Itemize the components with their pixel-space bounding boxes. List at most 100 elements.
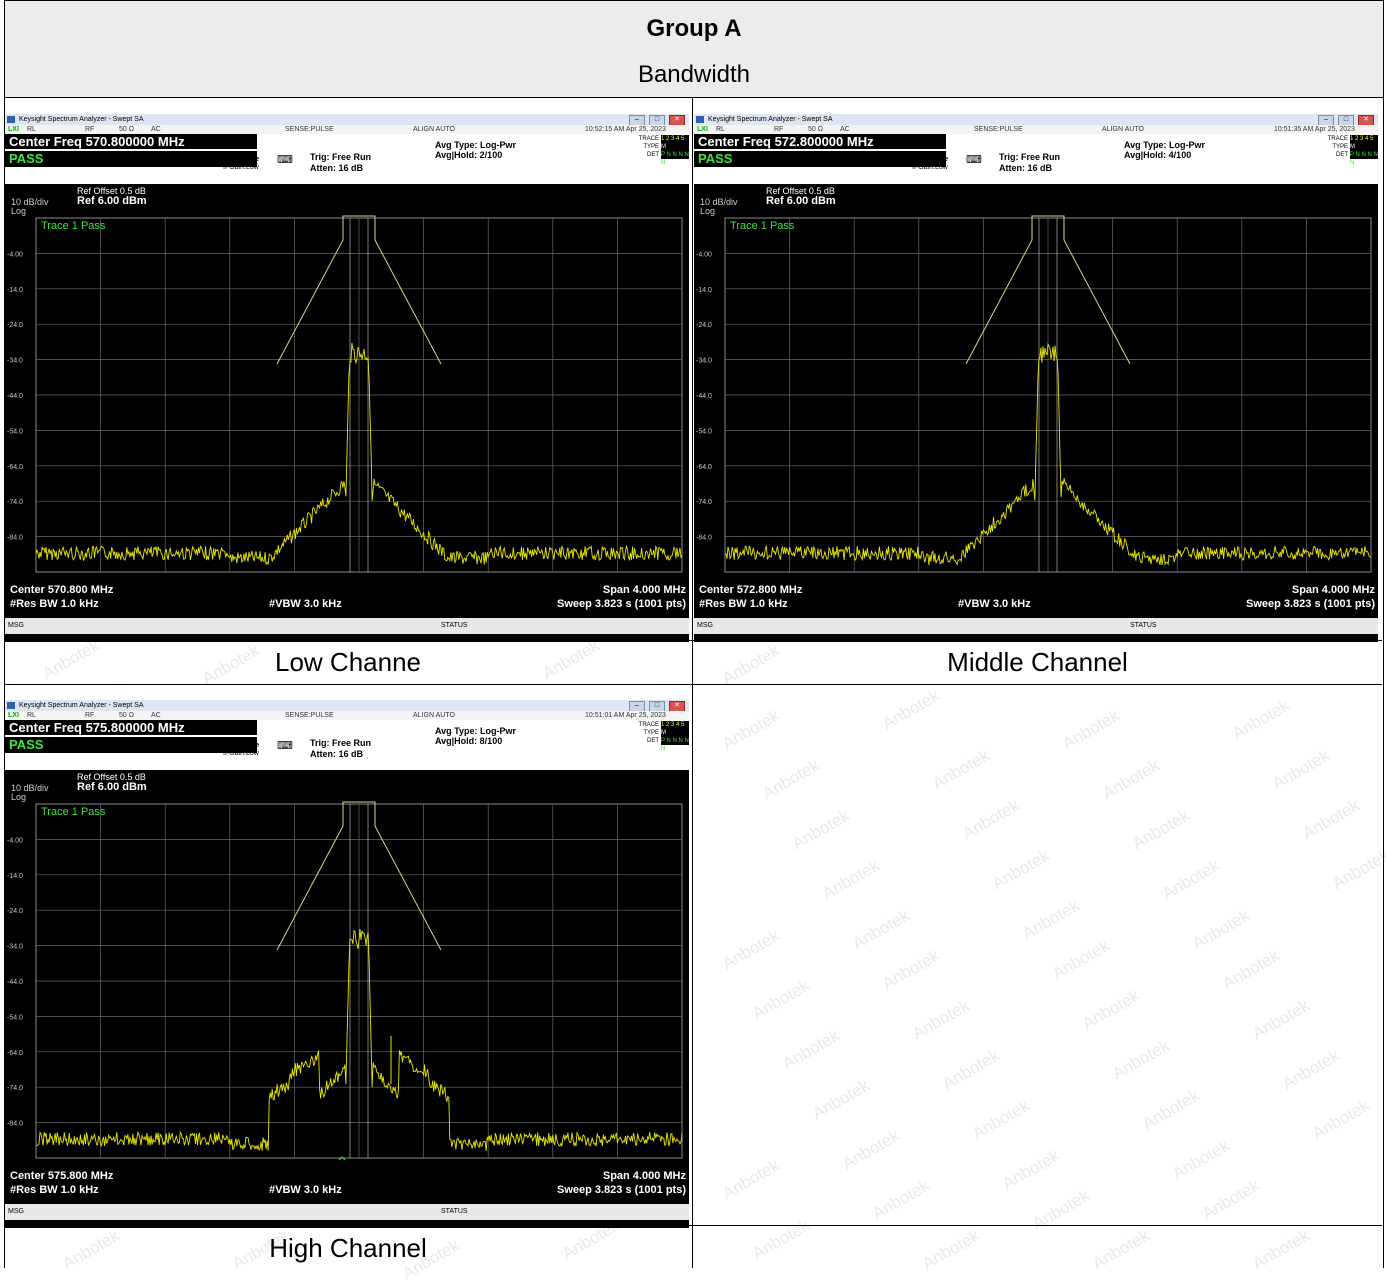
app-icon [696,116,704,123]
app-icon [7,702,15,709]
y-tick-label: -54.0 [7,1014,23,1021]
y-tick-label: -24.0 [7,322,23,329]
status-align: ALIGN AUTO [1102,126,1144,133]
row-divider [4,684,1382,685]
center-readout: Center 575.800 MHz [10,1170,114,1182]
det-label: DET [647,152,659,158]
det-label: DET [647,738,659,744]
status-sense: SENSE:PULSE [285,712,334,719]
timestamp: 10:52:15 AM Apr 25, 2023 [585,126,666,133]
y-tick-label: -34.0 [7,358,23,365]
status-ohm: 50 Ω [119,126,134,133]
settings-panel: Center Freq 575.800000 MHz PASS PNO: Wid… [5,720,689,770]
sweep-readout: Sweep 3.823 s (1001 pts) [556,1184,686,1196]
trig-setting: Trig: Free Run [999,152,1061,162]
lxi-icon: LXI [697,126,708,133]
trace-label: TRACE [1327,136,1348,142]
vbw-readout: #VBW 3.0 kHz [958,598,1031,610]
marker-caret [338,1156,346,1161]
lxi-icon: LXI [8,712,19,719]
ref-level-block: Ref Offset 0.5 dB Ref 6.00 dBm 10 dB/div… [5,770,689,802]
ref-offset: Ref Offset 0.5 dB [766,186,835,196]
status-rf: RF [85,712,95,719]
det-values: P N N N N N [661,151,689,166]
center-freq-readout[interactable]: Center Freq 575.800000 MHz [5,720,257,735]
pass-indicator: PASS [694,151,946,167]
span-readout: Span 4.000 MHz [602,584,686,596]
trigger-icon: ⌨ [277,154,293,166]
center-readout: Center 570.800 MHz [10,584,114,596]
y-tick-label: -44.0 [7,393,23,400]
settings-panel: Center Freq 572.800000 MHz PASS PNO: Wid… [694,134,1378,184]
y-tick-label: -14.0 [7,287,23,294]
y-tick-label: -24.0 [696,322,712,329]
window-title: Keysight Spectrum Analyzer - Swept SA [19,702,144,709]
spectrum-plot: -4.00 -14.0 -24.0 -34.0 -44.0 -54.0 -64.0 -74.0… [7,215,683,573]
avg-hold-setting: Avg|Hold: 2/100 [435,150,503,160]
y-tick-label: -64.0 [7,464,23,471]
status-ohm: 50 Ω [119,712,134,719]
y-tick-label: -44.0 [7,979,23,986]
status-label: STATUS [441,1208,468,1215]
status-rl: RL [27,126,36,133]
rbw-readout: #Res BW 1.0 kHz [10,598,99,610]
avg-type-setting: Avg Type: Log-Pwr [435,726,516,736]
status-strip: LXI RL RF 50 Ω AC SENSE:PULSE ALIGN AUTO… [5,711,689,720]
trace-numbers: 1 2 3 4 5 6 [661,721,689,736]
y-tick-label: -34.0 [696,358,712,365]
table-title: Group A [4,0,1384,52]
ref-level: Ref 6.00 dBm [77,195,147,207]
center-freq-readout[interactable]: Center Freq 572.800000 MHz [694,134,946,149]
y-tick-label: -84.0 [7,535,23,542]
window-title: Keysight Spectrum Analyzer - Swept SA [708,116,833,123]
bottom-readouts: Center 575.800 MHz #Res BW 1.0 kHz #VBW … [5,1168,689,1202]
ifgain-setting: IFGain:Low [912,164,948,171]
table-frame [4,0,1384,1268]
trace-label: TRACE [638,722,659,728]
status-align: ALIGN AUTO [413,712,455,719]
trig-setting: Trig: Free Run [310,738,372,748]
scale-per-div: 10 dB/div [11,197,49,207]
message-bar: MSG STATUS [5,618,689,634]
app-icon [7,116,15,123]
window-titlebar: Keysight Spectrum Analyzer - Swept SA – … [694,114,1378,126]
ref-offset: Ref Offset 0.5 dB [77,772,146,782]
spectrum-plot: -4.00 -14.0 -24.0 -34.0 -44.0 -54.0 -64.0 -74.0… [7,801,683,1161]
status-ohm: 50 Ω [808,126,823,133]
status-ac: AC [151,712,161,719]
message-bar: MSG STATUS [694,618,1378,634]
status-ac: AC [840,126,850,133]
msg-label: MSG [697,622,713,629]
y-tick-label: -74.0 [7,1085,23,1092]
sweep-readout: Sweep 3.823 s (1001 pts) [556,598,686,610]
type-values: M WWWWW [661,729,689,744]
avg-hold-setting: Avg|Hold: 8/100 [435,736,503,746]
bottom-readouts: Center 570.800 MHz #Res BW 1.0 kHz #VBW … [5,582,689,616]
avg-type-setting: Avg Type: Log-Pwr [435,140,516,150]
ifgain-setting: IFGain:Low [223,164,259,171]
type-label: TYPE [643,144,659,150]
center-freq-readout[interactable]: Center Freq 570.800000 MHz [5,134,257,149]
det-values: P N N N N N [661,737,689,752]
status-strip: LXI RL RF 50 Ω AC SENSE:PULSE ALIGN AUTO… [5,125,689,134]
window-titlebar: Keysight Spectrum Analyzer - Swept SA – … [5,700,689,712]
status-sense: SENSE:PULSE [974,126,1023,133]
window-title: Keysight Spectrum Analyzer - Swept SA [19,116,144,123]
window-titlebar: Keysight Spectrum Analyzer - Swept SA – … [5,114,689,126]
center-readout: Center 572.800 MHz [699,584,803,596]
y-tick-label: -14.0 [7,873,23,880]
scale-per-div: 10 dB/div [700,197,738,207]
pass-indicator: PASS [5,151,257,167]
scale-log: Log [11,792,27,802]
msg-label: MSG [8,622,24,629]
pass-indicator: PASS [5,737,257,753]
type-label: TYPE [643,730,659,736]
status-label: STATUS [441,622,468,629]
trace-numbers: 1 2 3 4 5 6 [1350,135,1378,150]
status-align: ALIGN AUTO [413,126,455,133]
spectrum-trace [724,342,1372,566]
atten-setting: Atten: 16 dB [999,163,1053,173]
det-values: P N N N N N [1350,151,1378,166]
